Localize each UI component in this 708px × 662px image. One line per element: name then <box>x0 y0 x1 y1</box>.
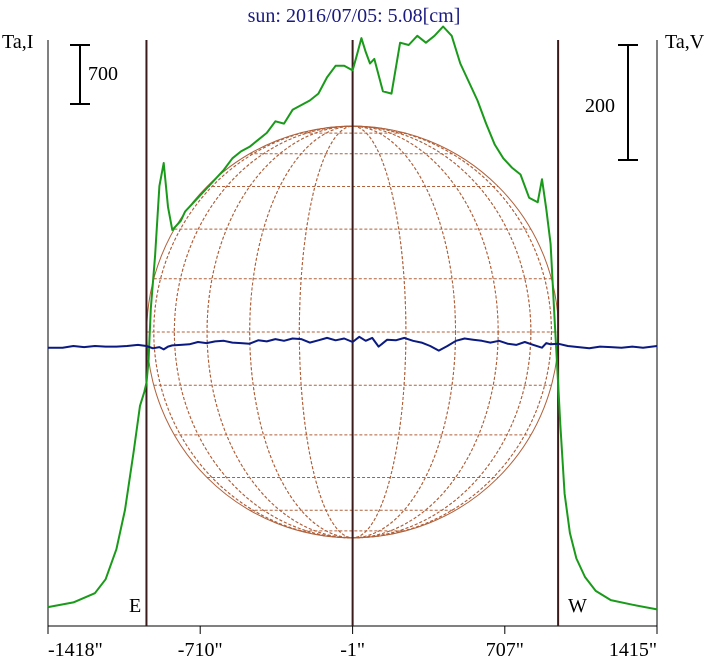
scale-bar-left <box>70 44 90 105</box>
east-limb-label: E <box>129 595 141 617</box>
x-tick-label: 707" <box>486 639 524 661</box>
chart-title: sun: 2016/07/05: 5.08[cm] <box>248 5 461 27</box>
scale-right-label: 200 <box>585 95 615 117</box>
limb-lines <box>145 40 560 626</box>
scale-bar-right <box>618 44 638 161</box>
x-axis-ticks: -1418" -710" -1" 707" 1415" <box>47 626 658 661</box>
left-axis-label: Ta,I <box>2 31 33 53</box>
west-limb-label: W <box>568 595 587 617</box>
x-tick-label: -1" <box>340 639 365 661</box>
x-tick-label: -710" <box>178 639 223 661</box>
intensity-series-line <box>47 25 658 611</box>
x-tick-label: 1415" <box>609 639 657 661</box>
polarization-series-line <box>48 335 658 352</box>
right-axis-label: Ta,V <box>665 31 705 53</box>
scale-left-label: 700 <box>88 63 118 85</box>
series-layer <box>47 25 658 611</box>
x-tick-label: -1418" <box>48 639 103 661</box>
